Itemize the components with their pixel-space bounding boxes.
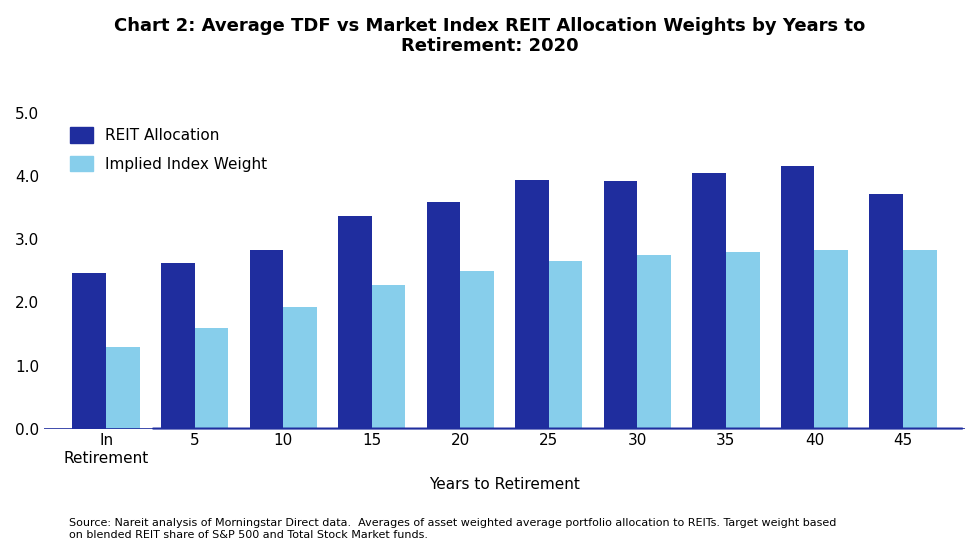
Bar [781,166,814,429]
Bar [726,252,760,429]
Bar [549,261,582,429]
Text: Chart 2: Average TDF vs Market Index REIT Allocation Weights by Years to
Retirem: Chart 2: Average TDF vs Market Index REI… [115,17,865,55]
Bar [106,347,140,429]
Bar [250,250,283,429]
Bar [604,181,637,429]
Text: Source: Nareit analysis of Morningstar Direct data.  Averages of asset weighted : Source: Nareit analysis of Morningstar D… [69,518,836,540]
Bar [338,216,371,429]
Bar [426,202,461,429]
Legend: REIT Allocation, Implied Index Weight: REIT Allocation, Implied Index Weight [71,127,268,171]
Bar [814,250,848,429]
X-axis label: Years to Retirement: Years to Retirement [429,477,580,492]
Bar [195,328,228,429]
Bar [161,263,195,429]
Bar [283,307,317,429]
Bar [869,194,903,429]
Bar [903,250,937,429]
Bar [692,173,726,429]
Bar [371,285,406,429]
Bar [515,180,549,429]
Bar [73,273,106,429]
Bar [461,271,494,429]
Bar [637,255,671,429]
